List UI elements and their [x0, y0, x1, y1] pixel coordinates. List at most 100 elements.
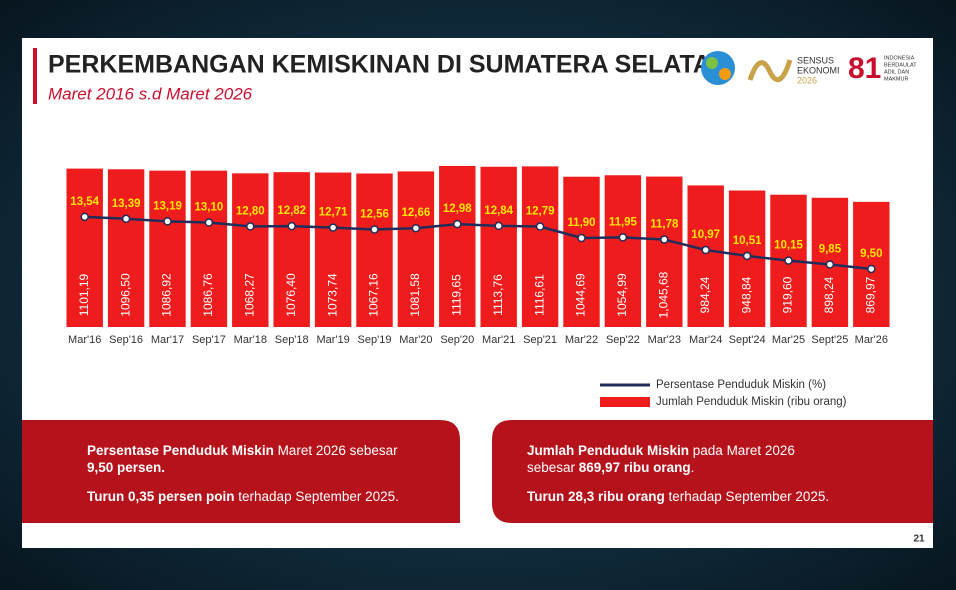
- line-point: [701, 245, 710, 255]
- bar: [646, 176, 683, 327]
- line-point: [411, 223, 421, 233]
- point-value-label: 10,51: [733, 235, 762, 247]
- line: [84, 215, 872, 271]
- bar: [687, 185, 724, 327]
- note-run: sebesar: [527, 460, 579, 475]
- point-value-label: 12,80: [236, 205, 265, 217]
- line-point: [618, 233, 628, 242]
- logos: SENSUS EKONOMI 2026 81 INDONESIA BERDAUL…: [701, 51, 917, 85]
- point-value-label: 12,82: [277, 205, 306, 217]
- bar: [853, 201, 890, 327]
- line-point: [328, 223, 338, 232]
- note-run: terhadap September 2025.: [235, 489, 399, 504]
- line-point: [204, 218, 214, 227]
- x-tick-label: Sept'25: [811, 334, 848, 346]
- legend-label: Persentase Penduduk Miskin (%): [656, 379, 826, 391]
- logo-text: SENSUS: [797, 55, 834, 65]
- note-box: [492, 420, 933, 523]
- bar: [149, 170, 186, 327]
- x-tick-label: Sep'22: [606, 334, 640, 346]
- bar-value-label: 919,60: [781, 276, 795, 313]
- logo-bps-dot: [706, 57, 718, 69]
- logo-text: EKONOMI: [797, 65, 840, 75]
- x-tick-label: Sep'21: [523, 334, 557, 346]
- note-run: .: [691, 460, 695, 475]
- note-line: Jumlah Penduduk Miskin pada Maret 2026: [527, 443, 795, 458]
- note-line: sebesar 869,97 ribu orang.: [527, 460, 694, 475]
- bar-value-label: 1086,92: [160, 273, 174, 317]
- bar: [397, 171, 435, 327]
- note-run: Maret 2026 sebesar: [274, 443, 398, 458]
- x-tick-label: Sep'17: [192, 334, 226, 346]
- bar: [66, 168, 103, 327]
- bar: [480, 166, 517, 327]
- point-value-label: 11,95: [609, 216, 638, 228]
- note-run: Turun 28,3 ribu orang: [527, 489, 665, 504]
- x-tick-label: Mar'18: [234, 334, 267, 346]
- bar-value-label: 1113,76: [491, 274, 505, 316]
- point-value-label: 11,78: [650, 219, 679, 231]
- note-line: Turun 0,35 persen poin terhadap Septembe…: [87, 489, 399, 504]
- logo-81: 81: [848, 52, 881, 85]
- point-value-label: 12,71: [319, 207, 348, 219]
- bar: [232, 173, 269, 327]
- point-value-label: 12,79: [526, 206, 555, 218]
- notes: Persentase Penduduk Miskin Maret 2026 se…: [87, 443, 829, 504]
- bar-value-label: 1068,27: [242, 273, 256, 317]
- line-point: [121, 214, 131, 224]
- line-point: [742, 251, 752, 261]
- x-tick-label: Mar'20: [399, 334, 432, 346]
- title-accent: [33, 48, 37, 104]
- logo-text: 2026: [797, 75, 817, 85]
- x-tick-label: Sep'19: [358, 334, 392, 346]
- logo-text: INDONESIA: [884, 55, 915, 61]
- bar-value-label: 1101,19: [77, 273, 91, 316]
- bar: [107, 169, 145, 327]
- line-point: [494, 221, 503, 231]
- bar-value-label: 1081,58: [408, 273, 422, 317]
- bar-value-label: 1116,61: [532, 274, 546, 316]
- logo-text: BERDAULAT: [884, 62, 917, 68]
- bar: [273, 172, 310, 327]
- note-run: 9,50 persen.: [87, 460, 165, 475]
- point-value-label: 13,54: [70, 196, 99, 208]
- bar: [563, 176, 600, 327]
- bar-value-label: 869,97: [863, 276, 877, 313]
- bar: [521, 166, 559, 327]
- x-tick-label: Mar'22: [565, 334, 598, 346]
- point-value-label: 12,66: [402, 207, 431, 219]
- x-tick-label: Sep'16: [109, 334, 143, 346]
- line-point: [246, 222, 255, 231]
- line-point: [370, 225, 379, 234]
- line-point: [577, 233, 586, 243]
- logo-text: ADIL DAN: [884, 69, 909, 75]
- point-value-label: 11,90: [567, 217, 595, 229]
- point-value-label: 13,39: [112, 198, 141, 210]
- note-run: Turun 0,35 persen poin: [87, 489, 235, 504]
- bar-value-label: 1,045,68: [656, 271, 670, 318]
- chart-title: PERKEMBANGAN KEMISKINAN DI SUMATERA SELA…: [48, 51, 729, 79]
- bar-value-label: 1073,74: [325, 273, 339, 317]
- line-point: [453, 219, 462, 229]
- bar: [190, 170, 228, 327]
- x-tick-label: Mar'21: [482, 334, 515, 346]
- line-point: [163, 217, 172, 226]
- x-tick-label: Mar'19: [316, 334, 349, 346]
- bar: [356, 173, 393, 327]
- note-run: 869,97 ribu orang: [579, 460, 691, 475]
- x-tick-label: Mar'17: [151, 334, 184, 346]
- line-point: [784, 256, 793, 265]
- bar-value-label: 1076,40: [284, 273, 298, 317]
- note-line: Turun 28,3 ribu orang terhadap September…: [527, 489, 829, 504]
- x-tick-label: Mar'26: [855, 334, 888, 346]
- x-tick-label: Sept'24: [729, 334, 766, 346]
- logo-se: [747, 59, 793, 83]
- point-value-label: 13,10: [195, 202, 224, 214]
- x-tick-label: Mar'23: [648, 334, 681, 346]
- x-tick-label: Sep'20: [440, 334, 474, 346]
- logo-bps: [701, 51, 735, 85]
- note-run: terhadap September 2025.: [665, 489, 829, 504]
- line-point: [825, 260, 835, 269]
